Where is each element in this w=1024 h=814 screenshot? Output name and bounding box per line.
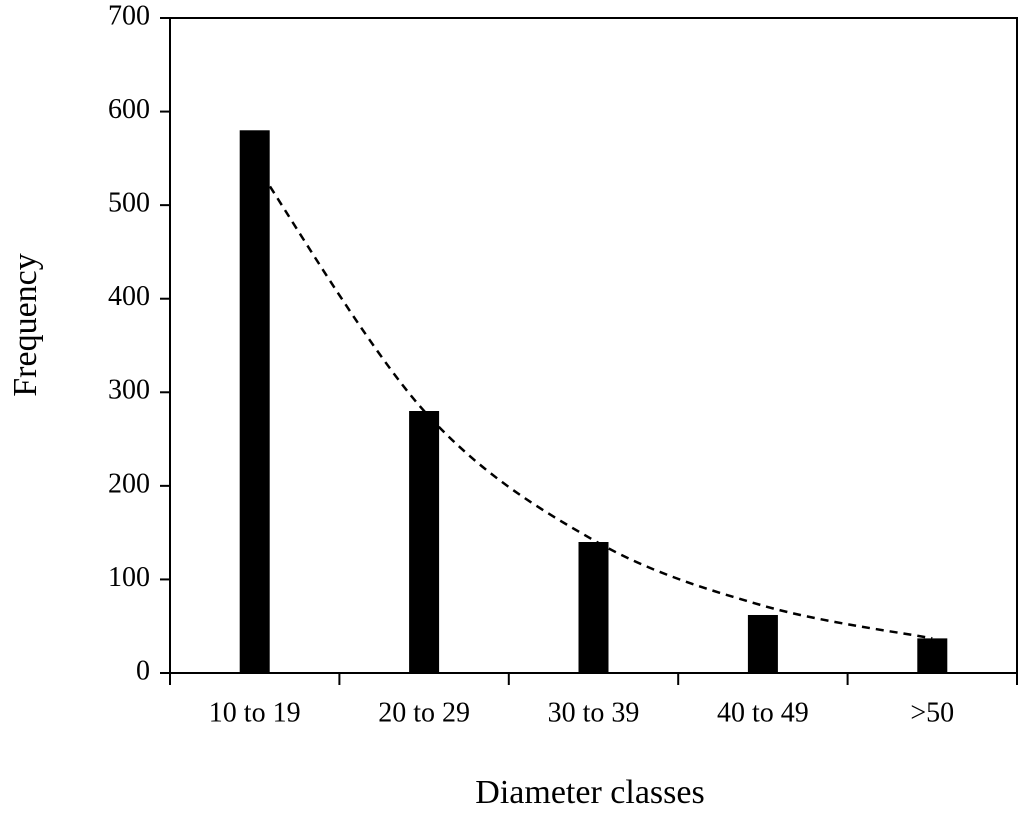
bar (747, 614, 778, 673)
y-tick-label: 700 (108, 0, 150, 31)
y-tick-label: 600 (108, 94, 150, 125)
x-tick-label: 20 to 29 (378, 697, 470, 728)
x-tick-label: 10 to 19 (209, 697, 301, 728)
y-tick-label: 200 (108, 468, 150, 499)
bar (239, 130, 270, 674)
bar (578, 542, 609, 673)
x-tick-label: 40 to 49 (717, 697, 809, 728)
y-tick-label: 300 (108, 375, 150, 406)
y-tick-label: 400 (108, 281, 150, 312)
y-tick-label: 100 (108, 562, 150, 593)
trend-line (253, 162, 933, 640)
bar (409, 411, 440, 673)
x-tick-label: >50 (910, 697, 954, 728)
bar (917, 638, 948, 673)
x-tick-label: 30 to 39 (548, 697, 640, 728)
x-axis-label: Diameter classes (475, 774, 704, 811)
y-tick-label: 0 (136, 655, 150, 686)
y-tick-label: 500 (108, 188, 150, 219)
y-axis-label: Frequency (7, 253, 44, 397)
